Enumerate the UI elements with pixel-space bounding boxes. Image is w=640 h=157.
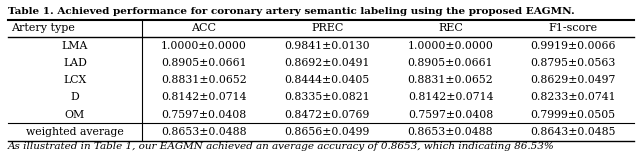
- Text: 0.7999±0.0505: 0.7999±0.0505: [531, 110, 616, 120]
- Text: 0.8795±0.0563: 0.8795±0.0563: [530, 58, 616, 68]
- Text: 1.0000±0.0000: 1.0000±0.0000: [161, 41, 247, 51]
- Text: Artery type: Artery type: [11, 23, 75, 33]
- Text: 0.9841±0.0130: 0.9841±0.0130: [284, 41, 370, 51]
- Text: LAD: LAD: [63, 58, 87, 68]
- Text: Table 1. Achieved performance for coronary artery semantic labeling using the pr: Table 1. Achieved performance for corona…: [8, 7, 575, 16]
- Text: 0.7597±0.0408: 0.7597±0.0408: [161, 110, 246, 120]
- Text: 0.8472±0.0769: 0.8472±0.0769: [285, 110, 370, 120]
- Text: 0.9919±0.0066: 0.9919±0.0066: [530, 41, 616, 51]
- Text: 0.8629±0.0497: 0.8629±0.0497: [530, 75, 616, 85]
- Text: 0.8142±0.0714: 0.8142±0.0714: [408, 92, 493, 102]
- Text: 0.7597±0.0408: 0.7597±0.0408: [408, 110, 493, 120]
- Text: D: D: [70, 92, 79, 102]
- Text: 0.8233±0.0741: 0.8233±0.0741: [530, 92, 616, 102]
- Text: 0.8831±0.0652: 0.8831±0.0652: [408, 75, 493, 85]
- Text: LMA: LMA: [62, 41, 88, 51]
- Text: OM: OM: [65, 110, 85, 120]
- Text: REC: REC: [438, 23, 463, 33]
- Text: 0.8653±0.0488: 0.8653±0.0488: [408, 127, 493, 137]
- Text: 0.8444±0.0405: 0.8444±0.0405: [285, 75, 370, 85]
- Text: weighted average: weighted average: [26, 127, 124, 137]
- Text: 0.8142±0.0714: 0.8142±0.0714: [161, 92, 246, 102]
- Text: F1-score: F1-score: [548, 23, 598, 33]
- Text: 0.8656±0.0499: 0.8656±0.0499: [285, 127, 370, 137]
- Text: 0.8905±0.0661: 0.8905±0.0661: [408, 58, 493, 68]
- Text: 0.8905±0.0661: 0.8905±0.0661: [161, 58, 246, 68]
- Text: 0.8653±0.0488: 0.8653±0.0488: [161, 127, 246, 137]
- Text: As illustrated in Table 1, our EAGMN achieved an average accuracy of 0.8653, whi: As illustrated in Table 1, our EAGMN ach…: [8, 142, 554, 151]
- Text: 0.8335±0.0821: 0.8335±0.0821: [284, 92, 370, 102]
- Text: ACC: ACC: [191, 23, 216, 33]
- Text: 0.8831±0.0652: 0.8831±0.0652: [161, 75, 247, 85]
- Text: 0.8692±0.0491: 0.8692±0.0491: [284, 58, 370, 68]
- Text: LCX: LCX: [63, 75, 86, 85]
- Text: PREC: PREC: [311, 23, 344, 33]
- Text: 0.8643±0.0485: 0.8643±0.0485: [530, 127, 616, 137]
- Text: 1.0000±0.0000: 1.0000±0.0000: [408, 41, 493, 51]
